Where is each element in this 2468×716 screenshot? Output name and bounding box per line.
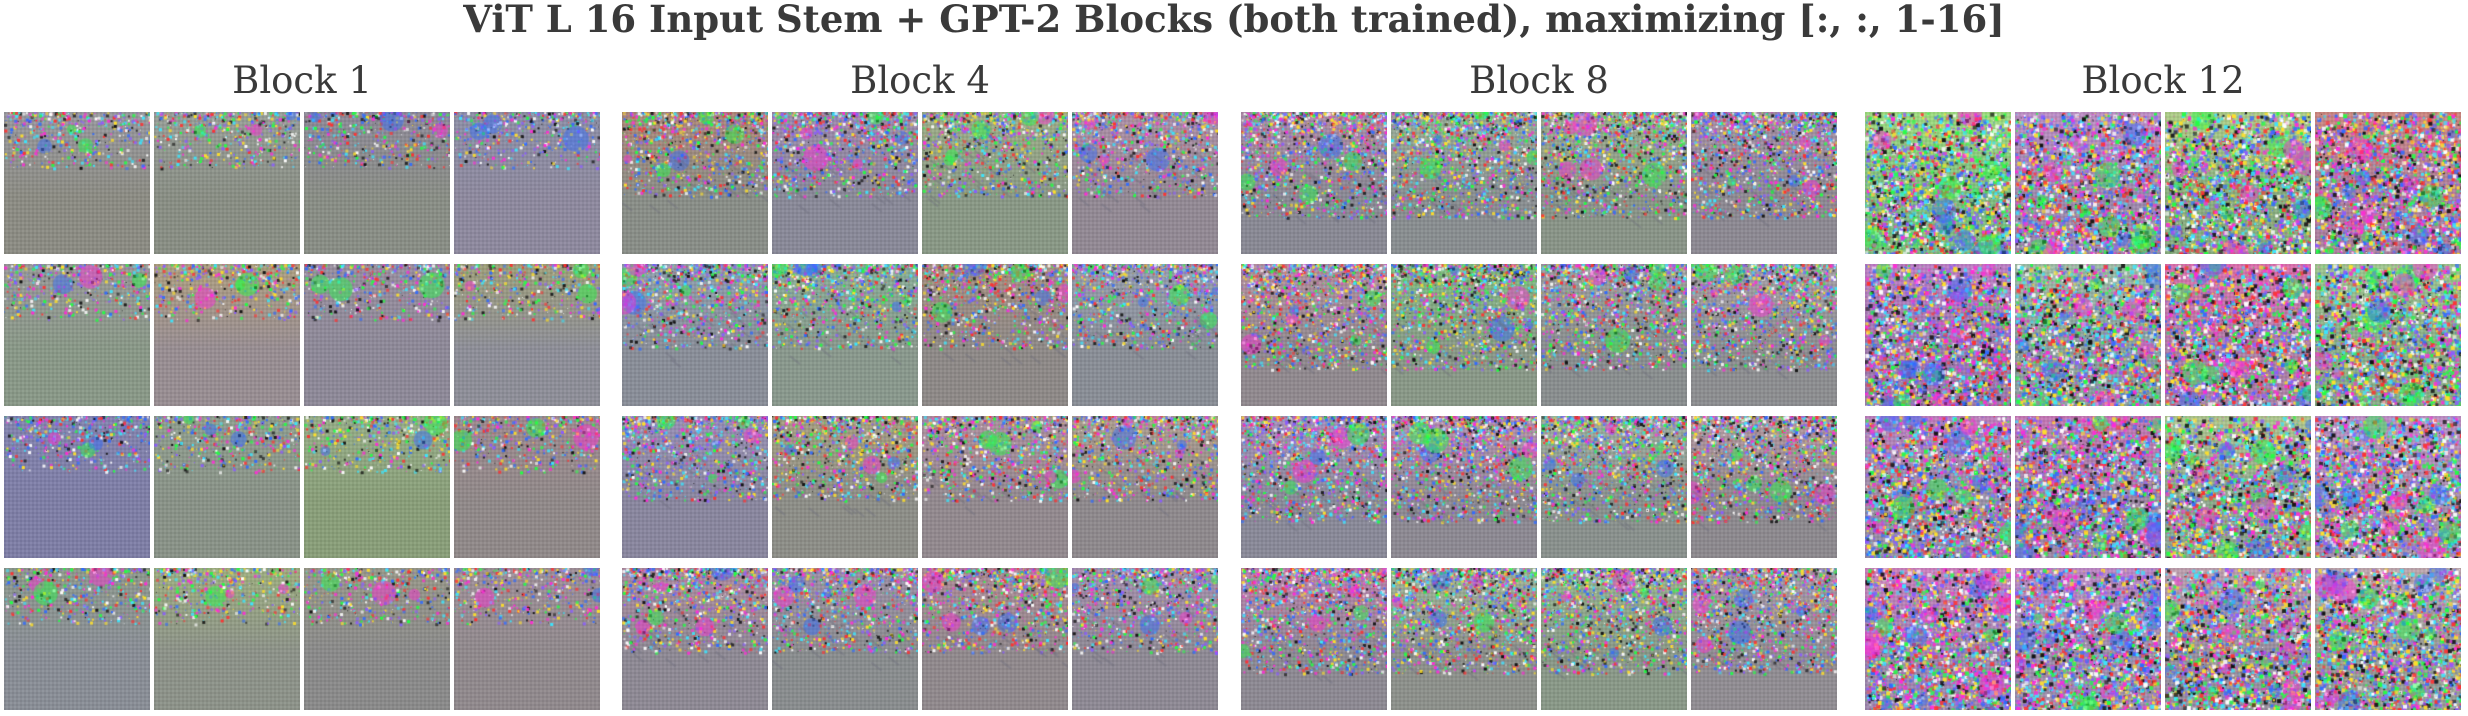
block-title-4: Block 4 xyxy=(850,59,990,102)
visualization-tile xyxy=(1691,264,1837,406)
visualization-tile xyxy=(1541,112,1687,254)
visualization-tile xyxy=(1865,264,2011,406)
visualization-tile xyxy=(772,112,918,254)
visualization-tile xyxy=(1541,264,1687,406)
visualization-tile xyxy=(1691,112,1837,254)
visualization-tile xyxy=(2315,568,2461,710)
visualization-tile xyxy=(2315,416,2461,558)
visualization-tile xyxy=(772,264,918,406)
figure-title: ViT L 16 Input Stem + GPT-2 Blocks (both… xyxy=(463,0,2005,41)
block-title-12: Block 12 xyxy=(2081,59,2245,102)
visualization-tile xyxy=(1391,416,1537,558)
visualization-tile xyxy=(2165,112,2311,254)
visualization-tile xyxy=(454,112,600,254)
visualization-tile xyxy=(1541,416,1687,558)
visualization-tile xyxy=(304,568,450,710)
visualization-tile xyxy=(772,416,918,558)
visualization-tile xyxy=(1241,264,1387,406)
visualization-tile xyxy=(454,264,600,406)
visualization-tile xyxy=(4,568,150,710)
visualization-tile xyxy=(454,416,600,558)
visualization-tile xyxy=(2015,568,2161,710)
visualization-tile xyxy=(1865,568,2011,710)
visualization-tile xyxy=(154,264,300,406)
visualization-tile xyxy=(1072,264,1218,406)
visualization-tile xyxy=(1072,112,1218,254)
visualization-tile xyxy=(622,264,768,406)
visualization-tile xyxy=(2015,416,2161,558)
visualization-tile xyxy=(4,264,150,406)
visualization-tile xyxy=(922,416,1068,558)
visualization-tile xyxy=(2015,112,2161,254)
visualization-tile xyxy=(1691,568,1837,710)
visualization-tile xyxy=(772,568,918,710)
visualization-tile xyxy=(2165,416,2311,558)
visualization-tile xyxy=(1391,264,1537,406)
visualization-tile xyxy=(304,264,450,406)
visualization-tile xyxy=(154,568,300,710)
visualization-tile xyxy=(2315,264,2461,406)
visualization-tile xyxy=(922,264,1068,406)
visualization-tile xyxy=(922,568,1068,710)
visualization-tile xyxy=(1241,112,1387,254)
visualization-tile xyxy=(922,112,1068,254)
visualization-tile xyxy=(2015,264,2161,406)
visualization-tile xyxy=(304,112,450,254)
visualization-tile xyxy=(304,416,450,558)
visualization-tile xyxy=(4,416,150,558)
visualization-tile xyxy=(1691,416,1837,558)
visualization-tile xyxy=(154,112,300,254)
visualization-tile xyxy=(622,568,768,710)
visualization-tile xyxy=(622,416,768,558)
block-title-8: Block 8 xyxy=(1469,59,1609,102)
visualization-tile xyxy=(154,416,300,558)
visualization-tile xyxy=(2165,568,2311,710)
visualization-tile xyxy=(1072,568,1218,710)
visualization-tile xyxy=(1241,568,1387,710)
visualization-tile xyxy=(2165,264,2311,406)
visualization-tile xyxy=(1541,568,1687,710)
visualization-tile xyxy=(2315,112,2461,254)
visualization-tile xyxy=(1072,416,1218,558)
visualization-tile xyxy=(454,568,600,710)
block-title-1: Block 1 xyxy=(232,59,372,102)
visualization-tile xyxy=(1865,416,2011,558)
visualization-tile xyxy=(1391,568,1537,710)
visualization-tile xyxy=(622,112,768,254)
visualization-tile xyxy=(4,112,150,254)
visualization-tile xyxy=(1241,416,1387,558)
visualization-tile xyxy=(1865,112,2011,254)
visualization-tile xyxy=(1391,112,1537,254)
